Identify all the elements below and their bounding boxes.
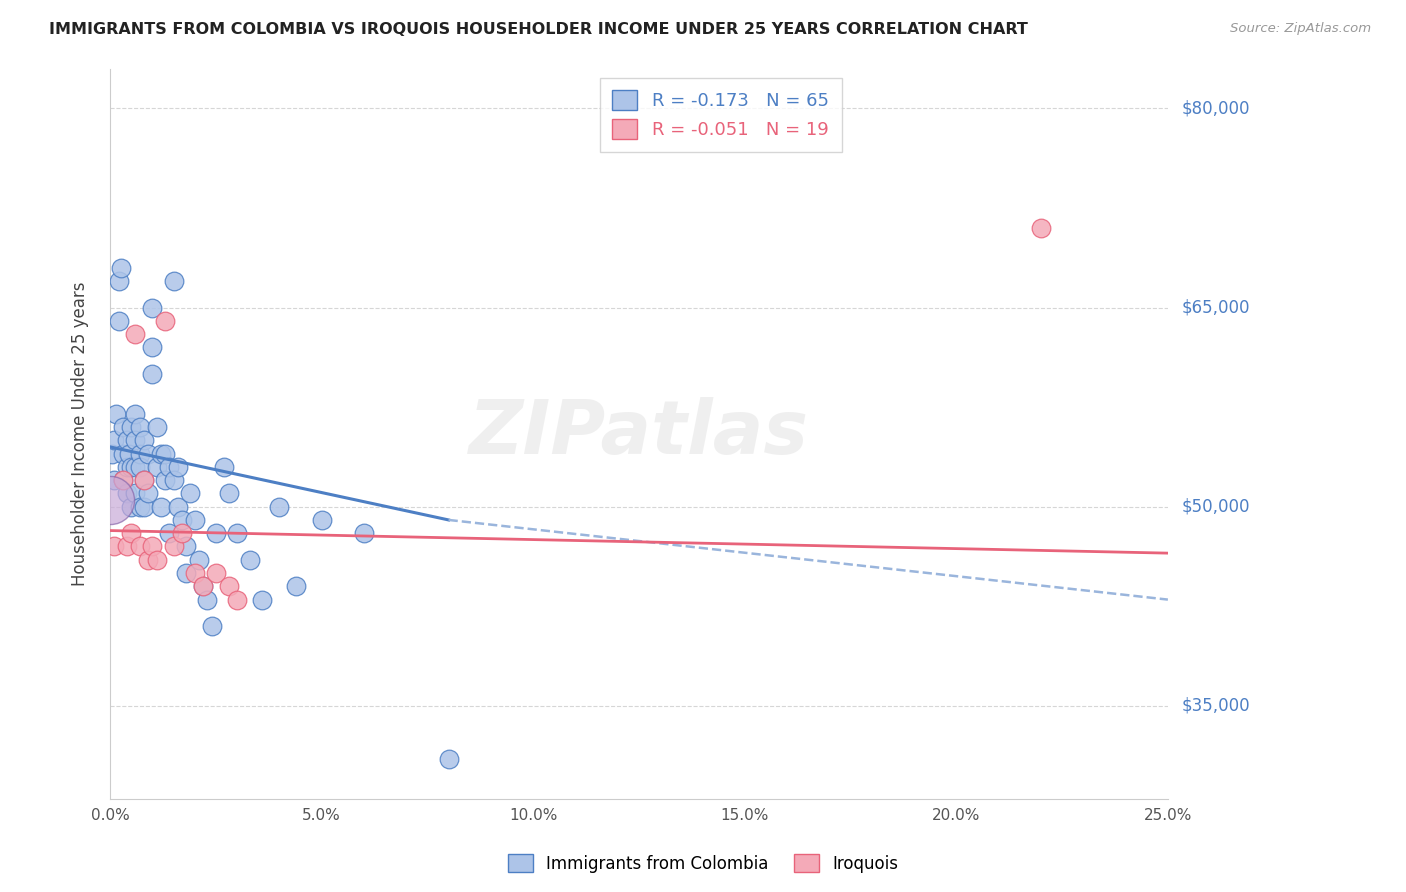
- Point: [239, 553, 262, 567]
- Point: [166, 500, 188, 514]
- Point: [103, 473, 125, 487]
- Point: [132, 434, 155, 448]
- Point: [183, 513, 205, 527]
- Point: [191, 579, 214, 593]
- Point: [136, 553, 159, 567]
- Point: [128, 446, 150, 460]
- Point: [153, 473, 176, 487]
- Point: [120, 420, 142, 434]
- Point: [157, 526, 180, 541]
- Point: [115, 459, 138, 474]
- Point: [149, 446, 172, 460]
- Point: [128, 540, 150, 554]
- Point: [105, 407, 128, 421]
- Point: [197, 592, 219, 607]
- Point: [153, 446, 176, 460]
- Point: [145, 420, 167, 434]
- Point: [179, 486, 201, 500]
- Point: [214, 459, 236, 474]
- Point: [128, 420, 150, 434]
- Point: [107, 314, 129, 328]
- Point: [124, 434, 146, 448]
- Point: [191, 579, 214, 593]
- Point: [145, 553, 167, 567]
- Point: [311, 513, 333, 527]
- Point: [153, 314, 176, 328]
- Point: [103, 434, 125, 448]
- Point: [136, 446, 159, 460]
- Point: [124, 486, 146, 500]
- Point: [136, 486, 159, 500]
- Point: [145, 459, 167, 474]
- Point: [205, 566, 228, 580]
- Point: [437, 752, 460, 766]
- Point: [226, 592, 249, 607]
- Point: [124, 407, 146, 421]
- Point: [183, 566, 205, 580]
- Point: [170, 513, 193, 527]
- Legend: R = -0.173   N = 65, R = -0.051   N = 19: R = -0.173 N = 65, R = -0.051 N = 19: [599, 78, 842, 152]
- Point: [120, 500, 142, 514]
- Point: [111, 420, 134, 434]
- Point: [111, 446, 134, 460]
- Point: [141, 340, 163, 354]
- Text: ZIPatlas: ZIPatlas: [470, 397, 808, 470]
- Point: [285, 579, 308, 593]
- Point: [98, 493, 121, 508]
- Point: [128, 500, 150, 514]
- Point: [124, 327, 146, 342]
- Point: [110, 260, 132, 275]
- Point: [162, 540, 184, 554]
- Text: $65,000: $65,000: [1182, 299, 1250, 317]
- Point: [115, 540, 138, 554]
- Point: [353, 526, 375, 541]
- Point: [107, 274, 129, 288]
- Text: Source: ZipAtlas.com: Source: ZipAtlas.com: [1230, 22, 1371, 36]
- Legend: Immigrants from Colombia, Iroquois: Immigrants from Colombia, Iroquois: [502, 847, 904, 880]
- Text: $35,000: $35,000: [1182, 697, 1250, 714]
- Point: [162, 274, 184, 288]
- Point: [187, 553, 209, 567]
- Point: [218, 486, 240, 500]
- Point: [124, 459, 146, 474]
- Point: [218, 579, 240, 593]
- Y-axis label: Householder Income Under 25 years: Householder Income Under 25 years: [72, 281, 89, 586]
- Point: [120, 459, 142, 474]
- Point: [111, 473, 134, 487]
- Point: [132, 473, 155, 487]
- Point: [141, 367, 163, 381]
- Point: [141, 540, 163, 554]
- Point: [103, 540, 125, 554]
- Point: [269, 500, 291, 514]
- Point: [120, 526, 142, 541]
- Point: [157, 459, 180, 474]
- Point: [201, 619, 224, 633]
- Point: [101, 446, 124, 460]
- Point: [226, 526, 249, 541]
- Point: [141, 301, 163, 315]
- Point: [115, 434, 138, 448]
- Point: [166, 459, 188, 474]
- Point: [174, 566, 197, 580]
- Point: [170, 526, 193, 541]
- Point: [205, 526, 228, 541]
- Point: [162, 473, 184, 487]
- Point: [118, 446, 141, 460]
- Point: [115, 486, 138, 500]
- Text: $50,000: $50,000: [1182, 498, 1250, 516]
- Text: IMMIGRANTS FROM COLOMBIA VS IROQUOIS HOUSEHOLDER INCOME UNDER 25 YEARS CORRELATI: IMMIGRANTS FROM COLOMBIA VS IROQUOIS HOU…: [49, 22, 1028, 37]
- Point: [174, 540, 197, 554]
- Point: [132, 473, 155, 487]
- Text: $80,000: $80,000: [1182, 99, 1250, 118]
- Point: [149, 500, 172, 514]
- Point: [132, 500, 155, 514]
- Point: [128, 459, 150, 474]
- Point: [252, 592, 274, 607]
- Point: [1029, 220, 1052, 235]
- Point: [111, 473, 134, 487]
